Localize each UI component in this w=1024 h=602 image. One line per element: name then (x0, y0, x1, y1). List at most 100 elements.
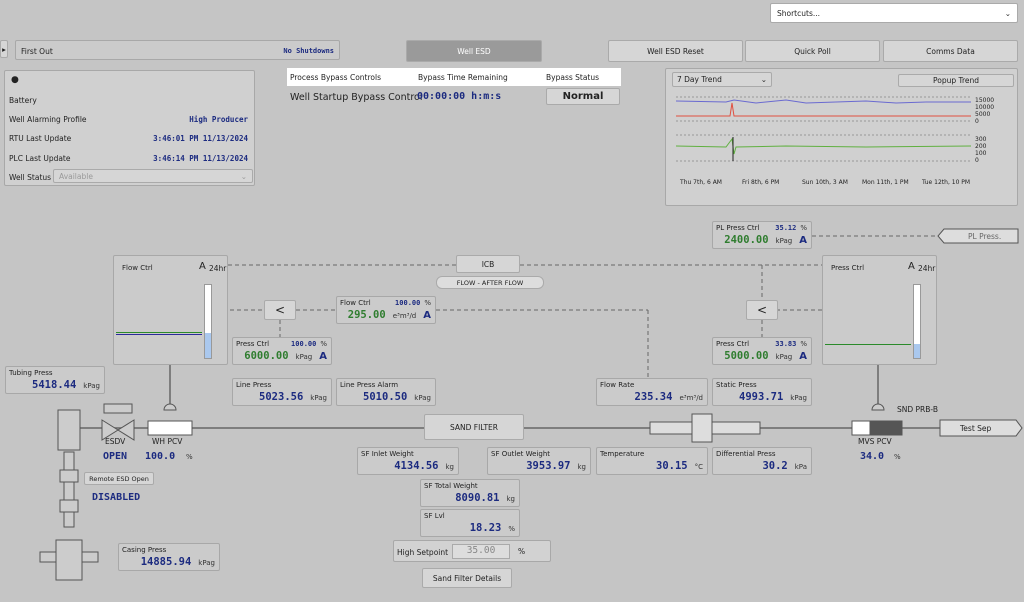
esdv-label: ESDV (105, 437, 126, 446)
reading-value-row: 30.2 kPa (713, 460, 807, 472)
controller-box: PL Press Ctrl 35.12% 2400.00 kPag A (712, 221, 812, 249)
reading-box: SF Outlet Weight 3953.97 kg (487, 447, 591, 475)
trend-tick: 10000 (975, 104, 995, 111)
shortcuts-text: Shortcuts... (777, 8, 821, 18)
mvs-pcv-label: MVS PCV (858, 437, 892, 446)
reading-unit: kPag (83, 382, 100, 390)
press-trend-box: Press Ctrl A 24hr (822, 255, 937, 365)
controller-label: Flow Ctrl (340, 299, 371, 307)
reading-box: SF Total Weight 8090.81 kg (420, 479, 520, 507)
test-sep-label: Test Sep (960, 424, 992, 433)
first-out-value: No Shutdowns (283, 47, 334, 55)
reading-value-row: 5418.44 kPag (6, 379, 100, 391)
reading-box: SF Inlet Weight 4134.56 kg (357, 447, 459, 475)
pct-value: 100.00 (291, 340, 317, 348)
reading-unit: kg (506, 495, 516, 503)
snd-label: SND PRB-B (897, 405, 938, 414)
trend-period: 24hr (209, 264, 227, 273)
reading-value-row: 30.15 °C (597, 460, 703, 472)
trend-title: Flow Ctrl (122, 264, 153, 272)
trend-mode: A (199, 261, 206, 272)
reading-value: 4134.56 (394, 460, 439, 472)
controller-mode: A (423, 310, 431, 321)
reading-unit: e³m³/d (679, 394, 703, 402)
reading-unit: kg (577, 463, 587, 471)
controller-box: Flow Ctrl 100.00% 295.00 e³m³/d A (336, 296, 436, 324)
reading-box: Flow Rate 235.34 e³m³/d (596, 378, 708, 406)
reading-value: 5010.50 (363, 391, 408, 403)
reading-label: Line Press (236, 381, 272, 389)
comms-data-button[interactable]: Comms Data (883, 40, 1018, 62)
trend-range: 7 Day Trend (677, 75, 722, 84)
select-low-button[interactable]: < (746, 300, 778, 320)
trend-tick: 0 (975, 118, 979, 125)
reading-value-row: 4134.56 kg (358, 460, 454, 472)
mvs-pcv-value: 34.0 (860, 451, 885, 462)
info-label: Well Alarming Profile (9, 115, 87, 124)
shortcuts-select[interactable]: Shortcuts... ⌄ (770, 3, 1018, 23)
pct-value: 35.12 (775, 224, 797, 232)
high-setpoint: High Setpoint 35.00 % (393, 540, 551, 562)
reading-value-row: 4993.71 kPag (713, 391, 807, 403)
level-bar (204, 284, 212, 359)
controller-value-row: 6000.00 kPag A (233, 350, 327, 362)
info-panel: ● Battery Well Alarming Profile High Pro… (4, 70, 255, 186)
reading-value: 5418.44 (32, 379, 77, 391)
trend-tick: 0 (975, 157, 979, 164)
trend-tick: 15000 (975, 97, 995, 104)
reading-label: Differential Press (716, 450, 776, 458)
reading-box: SF Lvl 18.23% (420, 509, 520, 537)
bypass-control: Well Startup Bypass Control (290, 92, 423, 103)
sand-filter: SAND FILTER (424, 414, 524, 440)
trend-tick: 5000 (975, 111, 991, 118)
bypass-time: 00:00:00 h:m:s (417, 91, 502, 102)
mini-trend (825, 344, 911, 346)
trend-range-select[interactable]: 7 Day Trend ⌄ (672, 72, 772, 87)
reading-unit: kPag (790, 394, 807, 402)
icb-button[interactable]: ICB (456, 255, 520, 273)
reading-value-row: 18.23% (421, 522, 515, 534)
reading-label: Temperature (600, 450, 645, 458)
trend-lines (675, 96, 972, 162)
reading-value-row: 8090.81 kg (421, 492, 515, 504)
reading-value-row: 5010.50 kPag (337, 391, 431, 403)
reading-label: Line Press Alarm (340, 381, 399, 389)
controller-label: Press Ctrl (236, 340, 270, 348)
setpoint-value[interactable]: 35.00 (452, 544, 510, 559)
bypass-header: Process Bypass Controls Bypass Time Rema… (287, 68, 621, 86)
quick-poll-button[interactable]: Quick Poll (745, 40, 880, 62)
controller-pct: 100.00% (395, 299, 431, 307)
setpoint-label: High Setpoint (397, 548, 449, 557)
bypass-header-cell: Process Bypass Controls (290, 73, 381, 82)
controller-mode: A (799, 351, 807, 362)
reading-label: Tubing Press (9, 369, 53, 377)
controller-value: 2400.00 (724, 234, 769, 246)
reading-box: Casing Press 14885.94 kPag (118, 543, 220, 571)
remote-esd-label: Remote ESD Open (84, 472, 154, 485)
trend-x-label: Sun 10th, 3 AM (802, 179, 848, 186)
reading-unit: kPag (414, 394, 431, 402)
well-esd-button[interactable]: Well ESD (406, 40, 542, 62)
reading-unit: % (508, 525, 515, 533)
popup-trend-button[interactable]: Popup Trend (898, 74, 1014, 87)
reading-unit: kPag (198, 559, 215, 567)
setpoint-unit: % (518, 547, 526, 556)
trend-period: 24hr (918, 264, 936, 273)
reading-label: SF Lvl (424, 512, 445, 520)
well-status-label: Well Status (9, 173, 52, 182)
controller-unit: e³m³/d (392, 312, 417, 320)
mini-trend (116, 332, 202, 335)
reading-value-row: 14885.94 kPag (119, 556, 215, 568)
select-low-button[interactable]: < (264, 300, 296, 320)
reading-box: Line Press Alarm 5010.50 kPag (336, 378, 436, 406)
nav-arrow[interactable]: ▸ (0, 40, 8, 58)
well-esd-reset-button[interactable]: Well ESD Reset (608, 40, 743, 62)
reading-box: Line Press 5023.56 kPag (232, 378, 332, 406)
controller-pct: 35.12% (775, 224, 807, 232)
well-status-select[interactable]: Available ⌄ (53, 169, 253, 183)
reading-label: SF Outlet Weight (491, 450, 550, 458)
sand-filter-details-button[interactable]: Sand Filter Details (422, 568, 512, 588)
info-value: 3:46:01 PM 11/13/2024 (153, 134, 248, 143)
trend-x-label: Fri 8th, 6 PM (742, 179, 780, 186)
info-value: High Producer (189, 115, 248, 124)
